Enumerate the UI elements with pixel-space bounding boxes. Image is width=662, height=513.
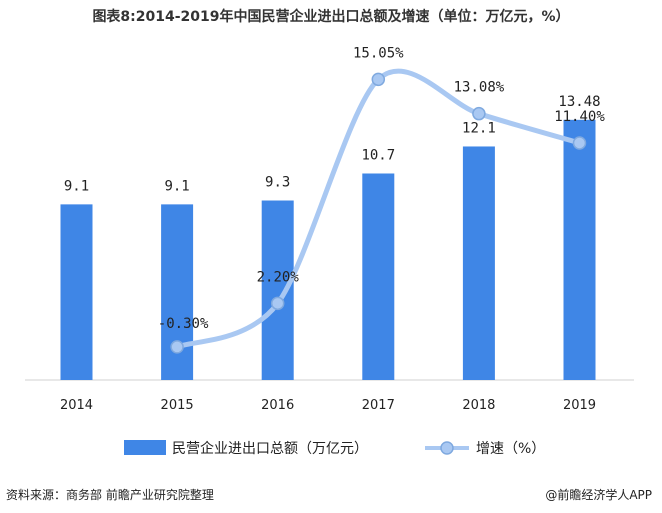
bar-2014 <box>60 204 93 380</box>
source-note: 资料来源：商务部 前瞻产业研究院整理 <box>6 488 214 502</box>
legend-bar-label: 民营企业进出口总额（万亿元） <box>172 440 368 457</box>
x-tick-label-2017: 2017 <box>362 398 395 413</box>
bar-value-label-2017: 10.7 <box>361 147 395 163</box>
bar-2018 <box>462 146 495 380</box>
bar-value-label-2014: 9.1 <box>64 178 89 194</box>
bar-2017 <box>362 173 395 380</box>
x-tick-label-2019: 2019 <box>563 398 596 413</box>
legend-bar-swatch <box>124 440 166 455</box>
x-tick-label-2014: 2014 <box>60 398 93 413</box>
x-tick-label-2015: 2015 <box>161 398 194 413</box>
bar-value-label-2015: 9.1 <box>164 178 189 194</box>
growth-label-2017: 15.05% <box>353 45 404 61</box>
x-tick-label-2016: 2016 <box>261 398 294 413</box>
bar-value-label-2018: 12.1 <box>462 120 496 136</box>
bar-value-label-2016: 9.3 <box>265 175 290 191</box>
bar-2019 <box>563 119 596 380</box>
bar-2016 <box>261 200 294 380</box>
growth-rate-line <box>174 68 582 350</box>
growth-point-2018 <box>472 106 486 121</box>
growth-label-2016: 2.20% <box>257 269 300 285</box>
legend-line-label: 增速（%） <box>476 441 545 457</box>
bar-value-label-2019: 13.48 <box>558 94 600 110</box>
growth-point-2015 <box>170 340 184 354</box>
legend-line-marker <box>440 441 454 455</box>
growth-point-2016 <box>270 296 285 311</box>
growth-label-2018: 13.08% <box>454 80 505 96</box>
growth-point-2019 <box>572 136 587 150</box>
growth-label-2019: 11.40% <box>554 109 605 125</box>
growth-point-2017 <box>371 72 386 87</box>
chart-title: 图表8:2014-2019年中国民营企业进出口总额及增速（单位：万亿元，%） <box>92 9 570 25</box>
bar-2015 <box>161 204 194 380</box>
growth-label-2015: -0.30% <box>158 316 209 332</box>
credit-note: @前瞻经济学人APP <box>545 488 652 502</box>
x-tick-label-2018: 2018 <box>462 398 495 413</box>
